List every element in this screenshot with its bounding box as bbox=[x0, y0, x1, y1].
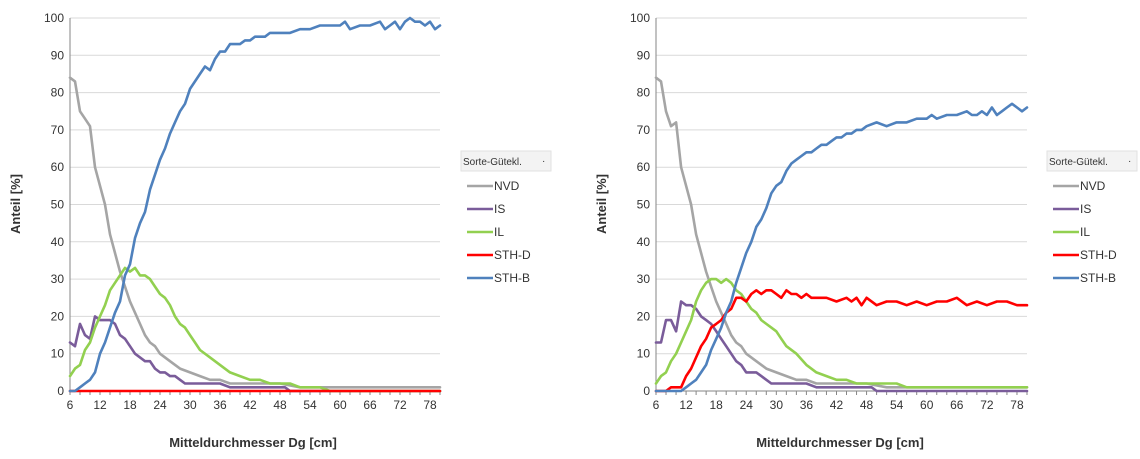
x-tick-label: 66 bbox=[950, 398, 964, 412]
x-tick-label: 72 bbox=[980, 398, 994, 412]
x-tick-label: 24 bbox=[153, 398, 167, 412]
series-line-il bbox=[68, 266, 442, 393]
x-tick-label: 18 bbox=[123, 398, 137, 412]
x-tick-label: 42 bbox=[243, 398, 257, 412]
legend-label-il: IL bbox=[1080, 225, 1090, 239]
y-tick-label: 10 bbox=[637, 347, 651, 361]
dropdown-arrow-icon: · bbox=[1128, 156, 1131, 167]
y-tick-label: 20 bbox=[51, 309, 65, 323]
x-tick-label: 36 bbox=[213, 398, 227, 412]
y-tick-label: 0 bbox=[57, 384, 64, 398]
series-line-is bbox=[654, 300, 1029, 393]
x-tick-label: 30 bbox=[183, 398, 197, 412]
chart-2: 0 10 20 30 40 50 60 70 80 90 100 6 12 18 24 30 36 42 48 54 6… bbox=[594, 11, 1138, 450]
x-tick-label: 30 bbox=[770, 398, 784, 412]
x-tick-label: 6 bbox=[67, 398, 74, 412]
x-tick-label: 12 bbox=[93, 398, 107, 412]
y-tick-label: 80 bbox=[637, 86, 651, 100]
series-line-is bbox=[68, 315, 442, 393]
x-tick-label: 54 bbox=[303, 398, 317, 412]
y-tick-label: 50 bbox=[637, 198, 651, 212]
x-tick-label: 78 bbox=[1010, 398, 1024, 412]
legend-label-il: IL bbox=[494, 225, 504, 239]
x-tick-label: 48 bbox=[860, 398, 874, 412]
legend: Sorte-Gütekl. · NVD IS IL STH-D STH-B bbox=[460, 150, 552, 285]
legend-title-box bbox=[1046, 150, 1138, 172]
legend-label-is: IS bbox=[494, 202, 505, 216]
y-tick-label: 40 bbox=[51, 235, 65, 249]
legend: Sorte-Gütekl. · NVD IS IL STH-D STH-B bbox=[1046, 150, 1138, 285]
y-axis-title: Anteil [%] bbox=[8, 174, 23, 234]
x-tick-label: 6 bbox=[653, 398, 660, 412]
x-tick-label: 36 bbox=[800, 398, 814, 412]
series-line-il bbox=[654, 277, 1029, 389]
y-tick-label: 50 bbox=[51, 198, 65, 212]
y-tick-label: 70 bbox=[51, 123, 65, 137]
x-axis-title: Mitteldurchmesser Dg [cm] bbox=[169, 435, 337, 450]
legend-title: Sorte-Gütekl. bbox=[463, 157, 522, 168]
x-tick-label: 54 bbox=[890, 398, 904, 412]
x-tick-label: 60 bbox=[920, 398, 934, 412]
y-tick-label: 60 bbox=[637, 160, 651, 174]
legend-label-sth-d: STH-D bbox=[494, 248, 531, 262]
series-line-sth-b bbox=[654, 102, 1029, 393]
x-tick-label: 18 bbox=[709, 398, 723, 412]
x-tick-label: 48 bbox=[273, 398, 287, 412]
legend-label-nvd: NVD bbox=[494, 179, 520, 193]
series-line-nvd bbox=[654, 76, 1029, 389]
x-tick-label: 72 bbox=[393, 398, 407, 412]
y-tick-label: 20 bbox=[637, 309, 651, 323]
legend-label-sth-b: STH-B bbox=[494, 271, 530, 285]
legend-label-nvd: NVD bbox=[1080, 179, 1106, 193]
x-tick-label: 12 bbox=[679, 398, 693, 412]
x-tick-label: 78 bbox=[423, 398, 437, 412]
y-tick-label: 90 bbox=[51, 48, 65, 62]
x-tick-label: 66 bbox=[363, 398, 377, 412]
y-tick-label: 30 bbox=[637, 272, 651, 286]
y-tick-label: 100 bbox=[44, 11, 64, 25]
y-tick-label: 70 bbox=[637, 123, 651, 137]
legend-title-box bbox=[460, 150, 552, 172]
x-tick-label: 42 bbox=[830, 398, 844, 412]
y-tick-label: 40 bbox=[637, 235, 651, 249]
x-tick-label: 60 bbox=[333, 398, 347, 412]
y-tick-label: 100 bbox=[630, 11, 650, 25]
legend-label-sth-b: STH-B bbox=[1080, 271, 1116, 285]
legend-label-is: IS bbox=[1080, 202, 1091, 216]
series-line-sth-b bbox=[68, 16, 442, 393]
y-tick-label: 60 bbox=[51, 160, 65, 174]
y-tick-label: 30 bbox=[51, 272, 65, 286]
x-tick-label: 24 bbox=[740, 398, 754, 412]
series-line-sth-d bbox=[654, 288, 1029, 393]
y-axis-title: Anteil [%] bbox=[594, 174, 609, 234]
legend-label-sth-d: STH-D bbox=[1080, 248, 1117, 262]
y-tick-label: 10 bbox=[51, 347, 65, 361]
chart-1: 0 10 20 30 40 50 60 70 80 90 100 6 12 18 24 30 36 42 48 54 6… bbox=[8, 11, 552, 450]
legend-title: Sorte-Gütekl. bbox=[1049, 157, 1108, 168]
y-tick-label: 0 bbox=[643, 384, 650, 398]
y-tick-label: 90 bbox=[637, 48, 651, 62]
x-axis-title: Mitteldurchmesser Dg [cm] bbox=[756, 435, 924, 450]
y-tick-label: 80 bbox=[51, 86, 65, 100]
dropdown-arrow-icon: · bbox=[542, 156, 545, 167]
